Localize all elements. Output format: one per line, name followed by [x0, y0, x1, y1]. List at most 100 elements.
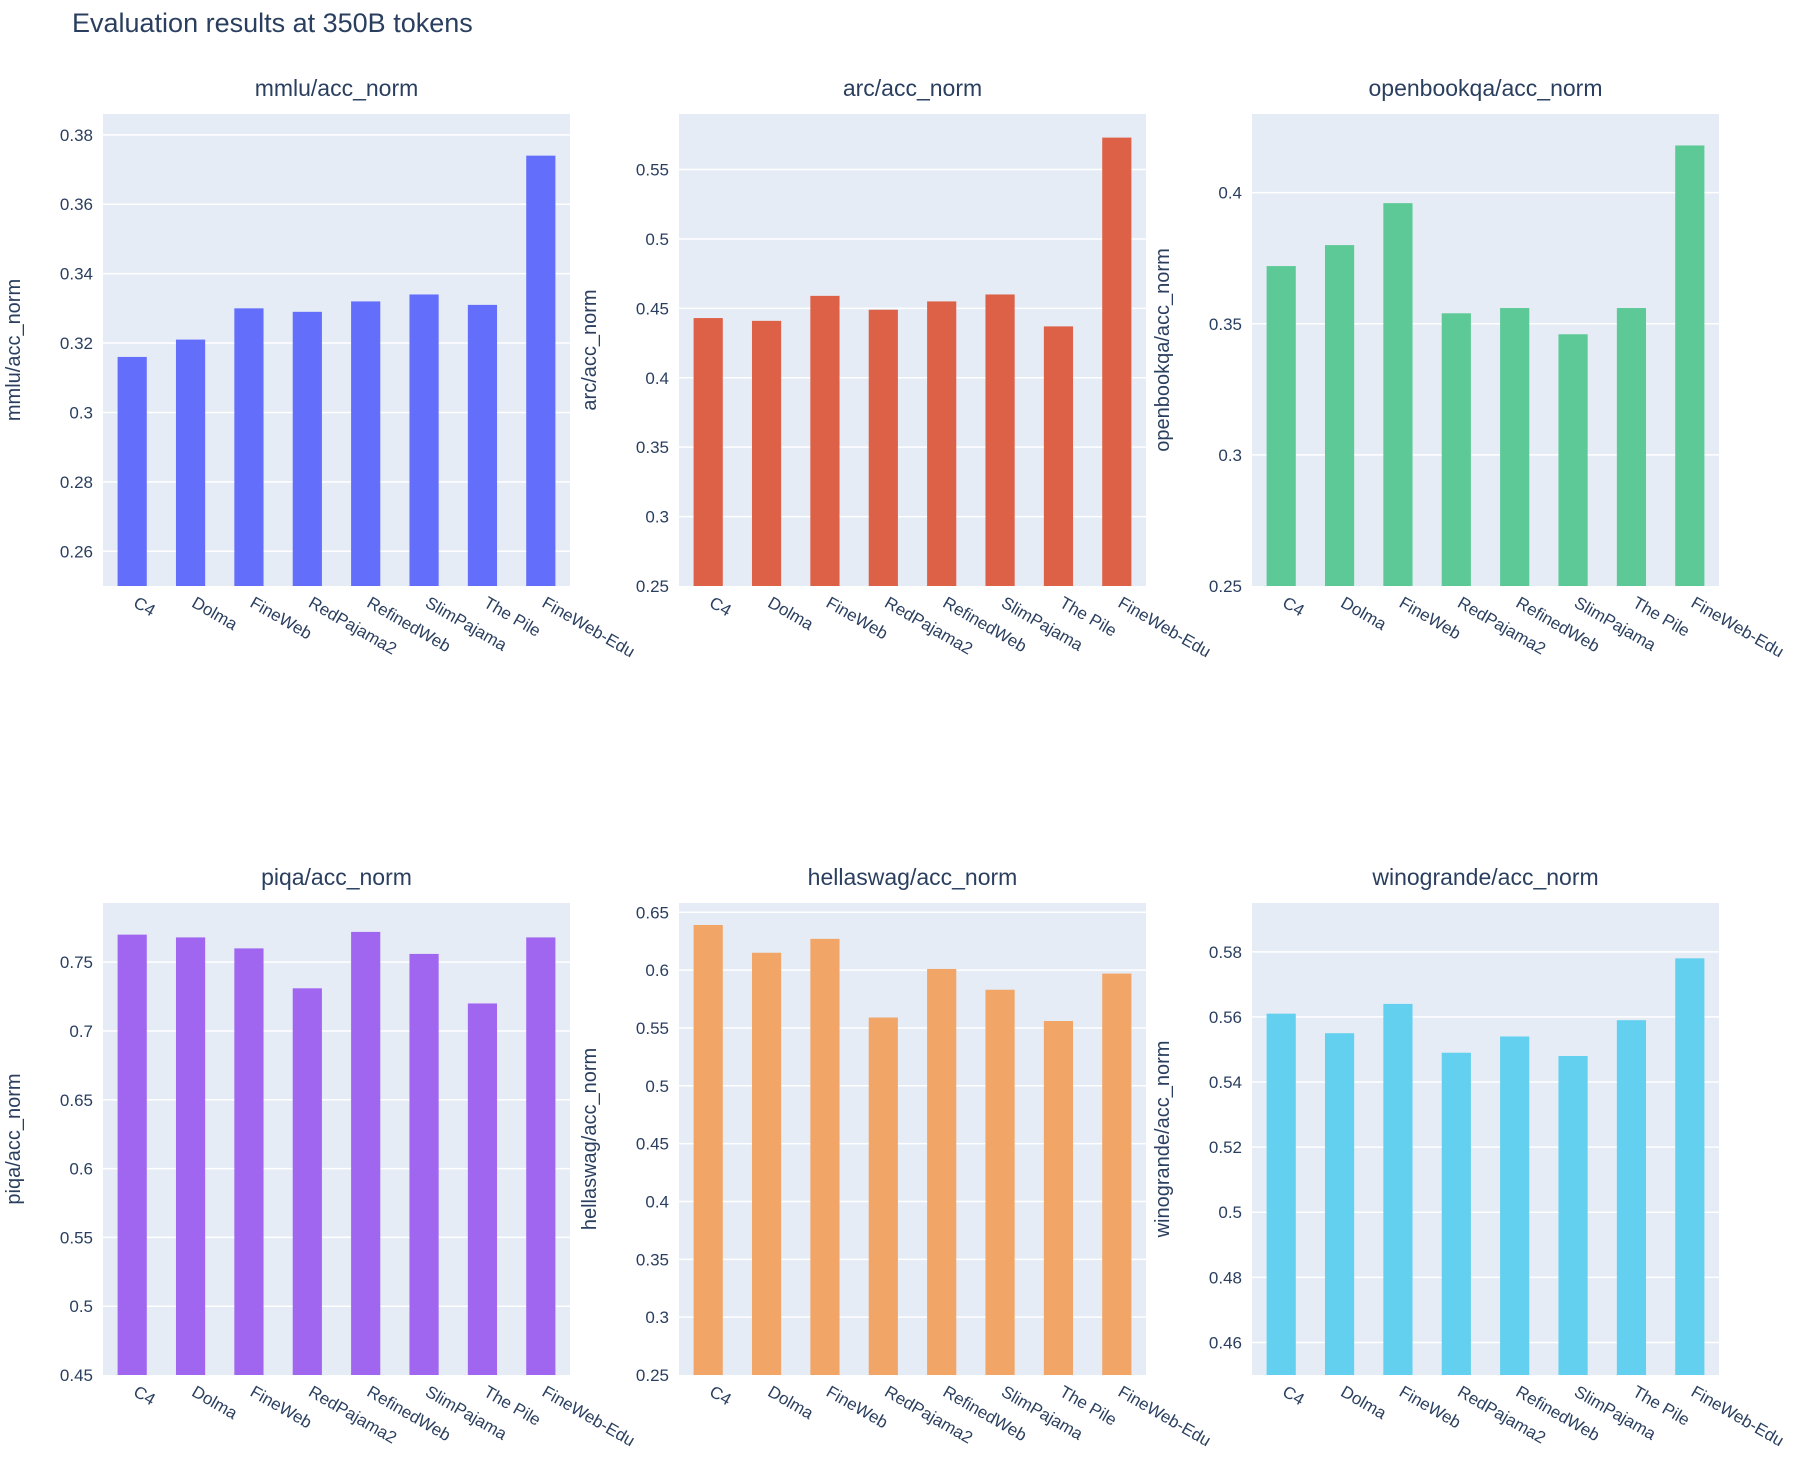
y-tick-label: 0.4 [645, 369, 669, 388]
bar [351, 301, 381, 586]
x-tick-label: Dolma [1338, 1382, 1391, 1423]
subplot-title: winogrande/acc_norm [1371, 864, 1598, 890]
y-tick-label: 0.35 [636, 438, 669, 457]
bar [234, 948, 264, 1375]
y-tick-label: 0.7 [69, 1022, 93, 1041]
y-axis-label: hellaswag/acc_norm [579, 1048, 601, 1230]
bar [1383, 1003, 1413, 1375]
bar [1500, 1036, 1530, 1375]
x-tick-label: C4 [706, 593, 734, 620]
y-tick-label: 0.25 [636, 577, 669, 596]
y-tick-label: 0.5 [645, 230, 669, 249]
y-axis-label: arc/acc_norm [579, 289, 601, 410]
x-tick-label: C4 [130, 1382, 158, 1409]
y-tick-label: 0.35 [636, 1250, 669, 1269]
x-tick-label: Dolma [765, 1382, 818, 1423]
y-tick-label: 0.55 [60, 1228, 93, 1247]
y-tick-label: 0.34 [60, 265, 93, 284]
x-tick-label: C4 [1279, 593, 1307, 620]
y-tick-label: 0.6 [645, 961, 669, 980]
x-tick-label: Dolma [189, 1382, 242, 1423]
x-tick-label: C4 [706, 1382, 734, 1409]
bar [1324, 245, 1355, 586]
bar [467, 1003, 498, 1375]
plot-area [1252, 114, 1719, 586]
bar [234, 308, 264, 586]
y-tick-label: 0.5 [1218, 1203, 1242, 1222]
y-tick-label: 0.3 [1218, 446, 1242, 465]
y-tick-label: 0.26 [60, 542, 93, 561]
y-tick-label: 0.45 [636, 1135, 669, 1154]
x-tick-label: FineWeb [1396, 1382, 1464, 1432]
bar [467, 304, 498, 586]
bar [292, 988, 322, 1375]
x-tick-label: FineWeb [247, 593, 315, 643]
bar [1102, 973, 1132, 1375]
bar [868, 1017, 898, 1375]
y-tick-label: 0.46 [1209, 1333, 1242, 1352]
y-tick-label: 0.4 [645, 1192, 669, 1211]
bar [351, 931, 381, 1375]
y-tick-label: 0.75 [60, 953, 93, 972]
y-axis-label: openbookqa/acc_norm [1152, 248, 1174, 451]
plot-area [1252, 903, 1719, 1375]
y-tick-label: 0.54 [1209, 1073, 1242, 1092]
x-tick-label: C4 [1279, 1382, 1307, 1409]
bar [693, 318, 723, 586]
bar [409, 294, 439, 586]
plot-area [679, 903, 1146, 1375]
y-tick-label: 0.28 [60, 473, 93, 492]
y-tick-label: 0.5 [69, 1297, 93, 1316]
y-tick-label: 0.45 [636, 299, 669, 318]
plot-area [103, 903, 570, 1375]
bar [985, 294, 1015, 586]
y-tick-label: 0.36 [60, 195, 93, 214]
bar [175, 937, 206, 1375]
subplot-title: openbookqa/acc_norm [1369, 75, 1603, 101]
subplot-title: arc/acc_norm [843, 75, 982, 101]
x-tick-label: FineWeb [1396, 593, 1464, 643]
bar [1266, 1013, 1296, 1375]
bar [985, 989, 1015, 1375]
subplot-title: piqa/acc_norm [261, 864, 412, 890]
bar [927, 301, 957, 586]
x-tick-label: Dolma [1338, 593, 1391, 634]
y-tick-label: 0.65 [636, 903, 669, 922]
y-axis-label: piqa/acc_norm [3, 1073, 25, 1204]
y-tick-label: 0.55 [636, 1019, 669, 1038]
bar [526, 155, 556, 586]
bar [1500, 308, 1530, 586]
bar [1383, 203, 1413, 586]
y-tick-label: 0.55 [636, 161, 669, 180]
bar [1616, 308, 1647, 586]
bar [1043, 1021, 1074, 1375]
y-tick-label: 0.25 [1209, 577, 1242, 596]
y-axis-label: mmlu/acc_norm [3, 279, 25, 421]
bar [526, 937, 556, 1375]
y-tick-label: 0.4 [1218, 184, 1242, 203]
bar [1558, 334, 1588, 586]
y-tick-label: 0.3 [69, 403, 93, 422]
y-tick-label: 0.52 [1209, 1138, 1242, 1157]
x-tick-label: Dolma [765, 593, 818, 634]
y-tick-label: 0.35 [1209, 315, 1242, 334]
y-tick-label: 0.3 [645, 508, 669, 527]
y-tick-label: 0.58 [1209, 943, 1242, 962]
bar [868, 309, 898, 586]
plot-area [679, 114, 1146, 586]
bar [927, 968, 957, 1375]
x-tick-label: FineWeb-Edu [1688, 1382, 1787, 1450]
y-tick-label: 0.5 [645, 1077, 669, 1096]
y-tick-label: 0.48 [1209, 1268, 1242, 1287]
bar [409, 953, 439, 1375]
x-tick-label: Dolma [189, 593, 242, 634]
bar [1675, 145, 1705, 586]
y-tick-label: 0.32 [60, 334, 93, 353]
bar [1441, 1052, 1471, 1375]
